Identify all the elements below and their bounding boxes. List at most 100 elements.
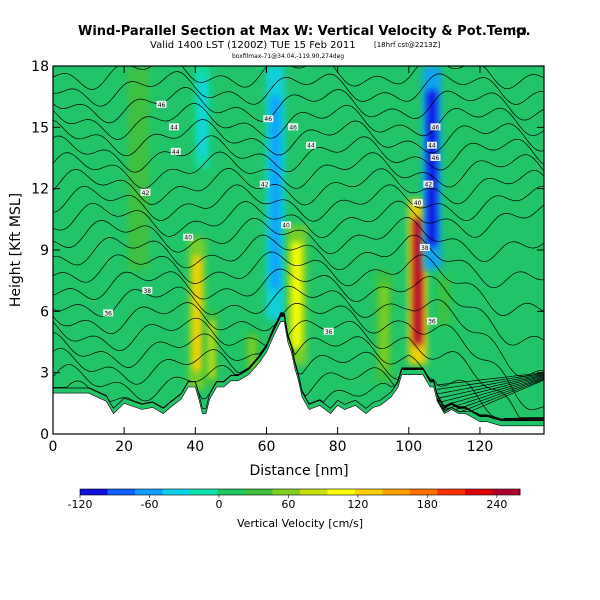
colorbar-tick-label: 240 [486, 498, 507, 511]
x-axis-label: Distance [nm] [249, 463, 348, 479]
x-tick-label: 60 [258, 439, 276, 455]
svg-text:46: 46 [432, 124, 440, 131]
theta-contours [53, 66, 544, 422]
theta-contour-line [53, 119, 544, 157]
colorbar-segment [410, 489, 438, 495]
svg-text:38: 38 [143, 288, 151, 295]
velocity-feature-core [198, 78, 206, 156]
velocity-feature-core [133, 90, 144, 246]
svg-text:42: 42 [261, 182, 269, 189]
x-tick-label: 40 [186, 439, 204, 455]
theta-contour-line [53, 234, 544, 289]
velocity-feature-core [439, 277, 450, 325]
theta-contour-line [53, 314, 544, 420]
colorbar-tick-label: 180 [417, 498, 438, 511]
colorbar-label: Vertical Velocity [cm/s] [237, 517, 363, 530]
theta-contour-label: 42 [423, 180, 434, 189]
y-tick-label: 0 [40, 427, 49, 443]
chart-title: Wind-Parallel Section at Max W: Vertical… [78, 24, 531, 39]
x-tick-label: 100 [395, 439, 422, 455]
chart-subtitle-location: boxfilmax-71@34.04,-119.90,274deg [232, 53, 344, 60]
velocity-features [127, 66, 456, 390]
colorbar-segment [162, 489, 191, 495]
velocity-feature-core [427, 90, 437, 246]
theta-contour-line [53, 313, 544, 419]
svg-text:46: 46 [158, 102, 166, 109]
svg-text:44: 44 [307, 143, 315, 150]
theta-contour-label: 42 [140, 188, 151, 197]
theta-contour-label: 36 [323, 327, 334, 336]
theta-contour-line [53, 151, 544, 189]
colorbar-frame [79, 488, 521, 496]
theta-contour-label: 40 [412, 198, 423, 207]
theta-contour-labels: 46 46 46 46 46 44 44 44 44 42 42 42 40 40 40 38 38 36 36 36 [103, 100, 441, 336]
theta-contour-line [437, 373, 544, 395]
velocity-feature-core [207, 320, 215, 378]
y-tick-label: 6 [40, 304, 49, 320]
theta-contour-line [53, 87, 544, 124]
theta-contour-line [436, 377, 544, 411]
svg-text:40: 40 [282, 222, 290, 229]
theta-contour-line [53, 200, 544, 238]
colorbar-segment [382, 489, 411, 495]
colorbar-tick-label: -120 [68, 498, 93, 511]
theta-contour-line [53, 251, 544, 316]
x-tick-label: 0 [49, 439, 58, 455]
svg-text:42: 42 [142, 190, 150, 197]
theta-contour-line [436, 376, 544, 406]
theta-contour-line [53, 268, 544, 346]
colorbar-segment [135, 489, 163, 495]
theta-contour-line [53, 302, 544, 411]
theta-contour-line [53, 184, 544, 222]
y-axis-label: Height [Kft MSL] [8, 193, 24, 307]
svg-text:44: 44 [170, 124, 178, 131]
theta-contour-label: 38 [142, 286, 153, 295]
colorbar-tick-label: 60 [281, 498, 295, 511]
colorbar-segment [245, 489, 273, 495]
theta-contour-line [53, 135, 544, 173]
svg-text:40: 40 [184, 235, 192, 242]
colorbar-tick-label: 120 [347, 498, 368, 511]
x-tick-label: 80 [329, 439, 347, 455]
theta-contour-label: 40 [183, 233, 194, 242]
colorbar-segment [80, 489, 108, 495]
svg-text:40: 40 [414, 200, 422, 207]
theta-contour-label: 36 [103, 309, 114, 317]
svg-text:46: 46 [264, 116, 272, 123]
x-tick-label: 20 [115, 439, 133, 455]
velocity-feature-core [379, 283, 389, 370]
velocity-feature-core [291, 242, 302, 348]
vertical-velocity-field: 46 46 46 46 46 44 44 44 44 42 42 42 40 40 40 38 38 36 36 36 [53, 66, 544, 434]
theta-contour-line [53, 217, 544, 263]
chart-subtitle: Valid 1400 LST (1200Z) TUE 15 Feb 2011 [150, 40, 356, 51]
theta-contour-label: 46 [156, 100, 167, 109]
svg-text:44: 44 [172, 149, 180, 156]
theta-contour-label: 44 [168, 123, 179, 131]
theta-contour-label: 44 [305, 141, 316, 150]
svg-text:38: 38 [421, 245, 429, 252]
theta-contour-line [53, 313, 544, 421]
colorbar-segment [355, 489, 383, 495]
theta-contour-label: 38 [419, 243, 430, 252]
colorbar-segment [107, 489, 136, 495]
theta-contour-label: 40 [281, 221, 292, 229]
colorbar-segment [272, 489, 301, 495]
svg-text:46: 46 [289, 124, 297, 131]
theta-contour-label: 46 [288, 123, 299, 131]
velocity-feature-core [413, 218, 423, 345]
svg-text:36: 36 [325, 329, 333, 336]
velocity-feature-core [270, 96, 280, 290]
svg-text:44: 44 [428, 143, 436, 150]
colorbar-tick-label: -60 [140, 498, 158, 511]
x-tick-label: 120 [467, 439, 494, 455]
svg-text:46: 46 [432, 155, 440, 162]
theta-contour-line [53, 71, 544, 107]
colorbar-segment [217, 489, 246, 495]
theta-contour-label: 36 [426, 317, 437, 326]
theta-contour-line [437, 375, 544, 403]
y-tick-label: 3 [40, 366, 49, 382]
colorbar-segment [327, 489, 356, 495]
theta-contour-line [53, 285, 544, 377]
y-tick-label: 15 [31, 120, 49, 136]
